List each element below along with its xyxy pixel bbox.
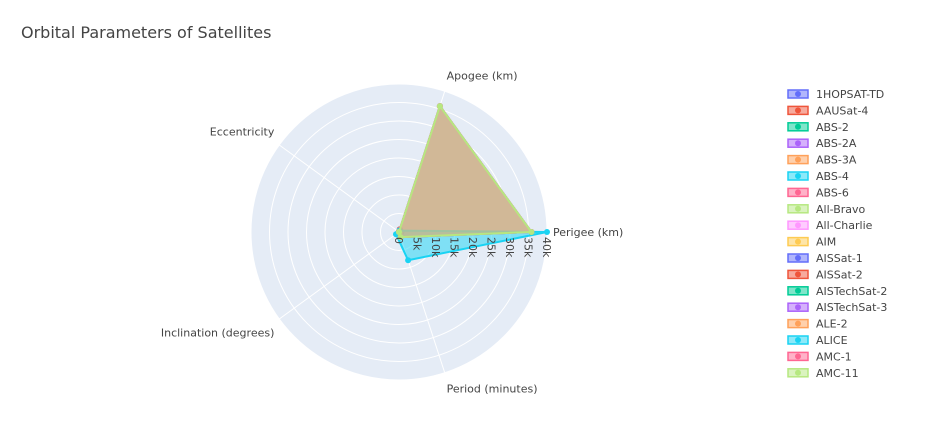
chart-title: Orbital Parameters of Satellites	[21, 23, 271, 42]
axis-label: Apogee (km)	[447, 70, 518, 83]
radial-tick-label: 0	[392, 237, 405, 244]
legend-marker	[795, 156, 801, 163]
legend-marker	[795, 255, 801, 261]
legend-item[interactable]: AMC-11	[787, 367, 859, 380]
radial-tick-label: 25k	[485, 237, 498, 258]
legend-marker	[795, 337, 801, 343]
legend-label: AISTechSat-2	[816, 285, 887, 298]
legend-item[interactable]: AAUSat-4	[787, 104, 868, 117]
legend-marker	[795, 353, 801, 360]
legend-label: AISTechSat-3	[816, 301, 887, 314]
legend-label: AMC-1	[816, 350, 852, 363]
axis-label: Inclination (degrees)	[161, 327, 275, 340]
series-point	[396, 229, 402, 235]
radial-tick-label: 30k	[503, 237, 516, 258]
legend-label: 1HOPSAT-TD	[816, 88, 884, 101]
axis-labels: Perigee (km) Apogee (km) Eccentricity Incli…	[161, 70, 623, 396]
series-point	[436, 103, 443, 110]
legend-item[interactable]: All-Charlie	[787, 219, 873, 232]
radial-ticks: 0 5k 10k 15k 20k 25k 30k 35k 40k	[392, 237, 553, 258]
legend-item[interactable]: ABS-4	[787, 170, 849, 183]
legend-item[interactable]: AISTechSat-2	[787, 285, 887, 298]
legend-marker	[795, 205, 801, 212]
legend-marker	[795, 107, 801, 114]
radial-tick-label: 20k	[466, 237, 479, 258]
legend-marker	[795, 222, 801, 229]
radial-tick-label: 15k	[448, 237, 461, 258]
legend-item[interactable]: AISSat-1	[787, 252, 863, 265]
legend-label: ABS-4	[816, 170, 849, 183]
legend-item[interactable]: ABS-2	[787, 121, 849, 134]
legend-label: All-Bravo	[816, 203, 866, 216]
radial-tick-label: 40k	[540, 237, 553, 258]
legend-label: ALICE	[816, 334, 848, 347]
series-point	[397, 234, 404, 241]
legend-item[interactable]: ABS-2A	[787, 137, 857, 150]
legend-item[interactable]: ALE-2	[787, 318, 848, 331]
legend-marker	[795, 238, 801, 245]
legend-marker	[795, 91, 801, 97]
legend-marker	[795, 271, 801, 278]
legend-marker	[795, 287, 801, 294]
series-point	[405, 257, 412, 264]
legend-label: ABS-3A	[816, 154, 857, 167]
series-amc-11	[396, 103, 535, 241]
axis-label: Period (minutes)	[447, 383, 538, 396]
series-traces	[393, 103, 550, 264]
legend-item[interactable]: AIM	[787, 236, 836, 249]
legend-marker	[795, 320, 801, 327]
series-point	[528, 229, 535, 235]
legend-label: AISSat-1	[816, 252, 863, 265]
legend-item[interactable]: ABS-6	[787, 186, 849, 199]
radial-tick-label: 10k	[429, 237, 442, 258]
legend-label: AISSat-2	[816, 268, 863, 281]
legend-item[interactable]: AMC-1	[787, 350, 852, 363]
legend-marker	[795, 304, 801, 311]
legend[interactable]: 1HOPSAT-TD AAUSat-4 ABS-2 ABS-2A ABS-3A ABS-4…	[787, 88, 887, 380]
grid-spoke	[278, 144, 400, 233]
legend-item[interactable]: 1HOPSAT-TD	[787, 88, 884, 101]
radial-tick-label: 5k	[411, 237, 424, 251]
legend-item[interactable]: AISSat-2	[787, 268, 863, 281]
legend-marker	[795, 123, 801, 130]
legend-label: AMC-11	[816, 367, 859, 380]
radial-tick-label: 35k	[522, 237, 535, 258]
legend-label: All-Charlie	[816, 219, 873, 232]
legend-item[interactable]: All-Bravo	[787, 203, 866, 216]
legend-marker	[795, 173, 801, 179]
legend-item[interactable]: AISTechSat-3	[787, 301, 887, 314]
legend-label: ABS-6	[816, 186, 849, 199]
legend-label: ALE-2	[816, 318, 848, 331]
series-point	[544, 229, 550, 235]
legend-label: AIM	[816, 236, 836, 249]
legend-marker	[795, 140, 801, 147]
axis-label: Perigee (km)	[553, 226, 623, 239]
legend-label: ABS-2A	[816, 137, 857, 150]
legend-label: ABS-2	[816, 121, 849, 134]
legend-item[interactable]: ABS-3A	[787, 154, 857, 167]
legend-marker	[795, 369, 801, 376]
legend-item[interactable]: ALICE	[787, 334, 848, 347]
axis-label: Eccentricity	[210, 126, 275, 139]
grid-spoke	[278, 231, 400, 320]
legend-marker	[795, 189, 801, 196]
legend-label: AAUSat-4	[816, 104, 868, 117]
